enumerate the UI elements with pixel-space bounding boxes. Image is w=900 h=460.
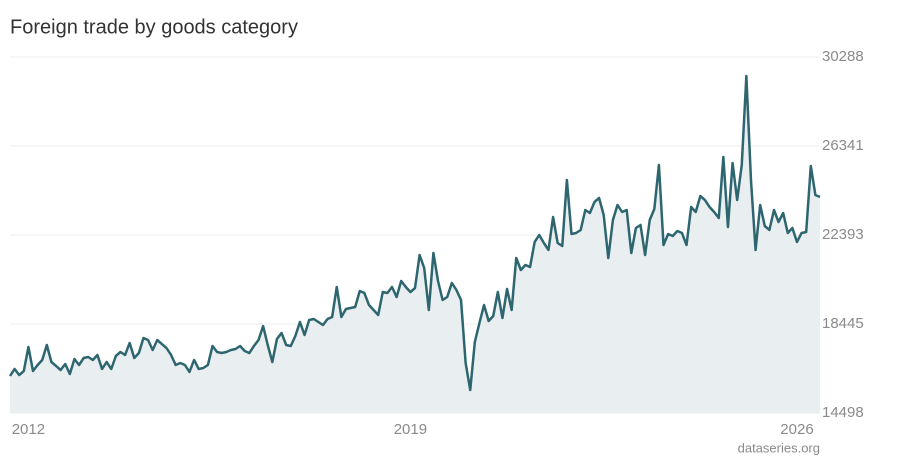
x-tick-label: 2026 [780,421,813,438]
y-tick-label: 22393 [822,226,864,243]
chart-title: Foreign trade by goods category [10,16,298,38]
x-tick-label: 2019 [394,421,427,438]
y-tick-label: 26341 [822,137,864,154]
line [8,74,821,392]
x-tick-label: 2012 [12,421,45,438]
y-tick-label: 30288 [822,48,864,65]
area-fill [10,76,820,413]
source: dataseries.org [738,440,820,455]
y-tick-label: 18445 [822,315,864,332]
y-tick-label: 14498 [822,404,864,421]
